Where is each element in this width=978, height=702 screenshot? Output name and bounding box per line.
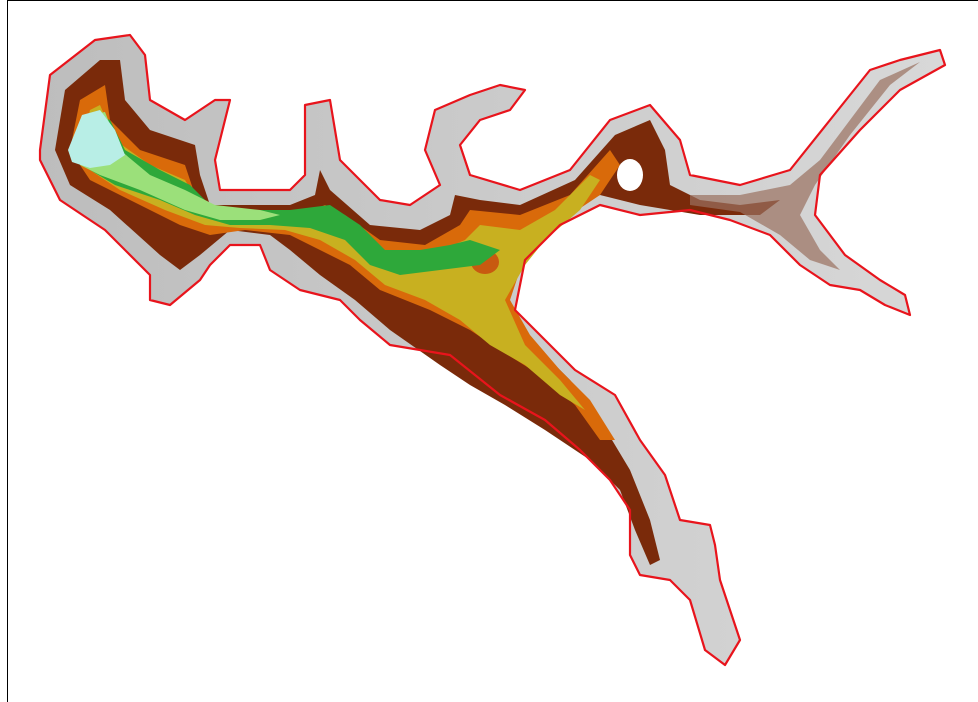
terrain-island bbox=[617, 159, 643, 191]
page bbox=[0, 0, 978, 702]
map bbox=[0, 0, 978, 702]
